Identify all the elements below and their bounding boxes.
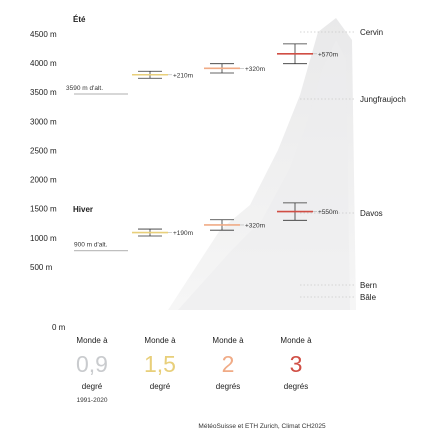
y-tick-label: 2000 m (30, 176, 57, 185)
panel-1: Hiver 900 m d'alt. +190m +320m +550m (73, 202, 338, 252)
delta-label: +320m (245, 222, 265, 229)
y-tick-label: 3000 m (30, 117, 57, 126)
delta-label: +570m (318, 51, 338, 58)
error-bar: +570m (277, 43, 338, 65)
scenario-unit: degrés (216, 382, 240, 391)
panel-title: Hiver (73, 205, 93, 214)
y-tick-label: 2500 m (30, 146, 57, 155)
scenario-unit: degré (150, 382, 171, 391)
scenario-value: 1,5 (144, 351, 176, 377)
mountain-silhouette (168, 18, 356, 310)
scenario-3: Monde à 3 degrés (280, 336, 312, 391)
y-tick-label: 500 m (30, 263, 53, 272)
baseline-label: 3590 m d'alt. (66, 85, 103, 92)
y-axis: 0 m 500 m 1000 m 1500 m 2000 m 2500 m 3000 m 35… (30, 30, 66, 332)
y-tick-label: 0 m (52, 323, 66, 332)
delta-label: +190m (173, 230, 193, 237)
scenario-1: Monde à 1,5 degré (144, 336, 176, 391)
scenario-head: Monde à (76, 336, 108, 345)
reference-label: Davos (360, 209, 383, 218)
panel-title: Été (73, 15, 86, 24)
season-panels: Été 3590 m d'alt. +210m +320m +570m Hiver 900 … (66, 15, 338, 252)
scenario-0: Monde à 0,9 degré 1991-2020 (76, 336, 108, 404)
y-tick-label: 4000 m (30, 59, 57, 68)
reference-label: Cervin (360, 28, 383, 37)
reference-label: Bâle (360, 293, 377, 302)
error-bar: +320m (204, 63, 265, 74)
scenario-value: 2 (222, 351, 235, 377)
scenario-head: Monde à (144, 336, 176, 345)
scenario-value: 0,9 (76, 351, 108, 377)
panel-0: Été 3590 m d'alt. +210m +320m +570m (66, 15, 338, 95)
error-bar: +190m (132, 228, 193, 237)
y-tick-label: 1000 m (30, 234, 57, 243)
scenario-unit: degrés (284, 382, 308, 391)
scenario-head: Monde à (280, 336, 312, 345)
error-bar: +320m (204, 219, 265, 231)
error-bar: +550m (277, 202, 338, 221)
y-tick-label: 1500 m (30, 205, 57, 214)
scenario-note: 1991-2020 (76, 397, 107, 404)
reference-places: Cervin Jungfraujoch Davos Bern Bâle (300, 28, 406, 302)
error-bar: +210m (132, 70, 193, 79)
reference-label: Bern (360, 281, 377, 290)
reference-label: Jungfraujoch (360, 95, 406, 104)
baseline-label: 900 m d'alt. (74, 242, 108, 249)
delta-label: +550m (318, 209, 338, 216)
y-tick-label: 4500 m (30, 30, 57, 39)
scenario-unit: degré (82, 382, 103, 391)
scenario-value: 3 (290, 351, 303, 377)
delta-label: +210m (173, 72, 193, 79)
scenario-head: Monde à (212, 336, 244, 345)
y-tick-label: 3500 m (30, 88, 57, 97)
scenario-2: Monde à 2 degrés (212, 336, 244, 391)
delta-label: +320m (245, 66, 265, 73)
source-note: MétéoSuisse et ETH Zurich, Climat CH2025 (198, 423, 326, 430)
